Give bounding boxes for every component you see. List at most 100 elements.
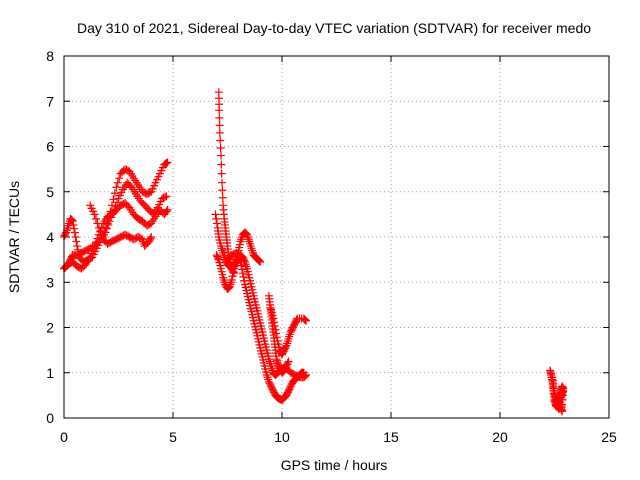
data-point-interp (281, 343, 290, 352)
data-point (269, 314, 278, 323)
data-point (284, 357, 293, 366)
data-point-interp (110, 189, 119, 198)
data-point-interp (74, 249, 83, 258)
x-axis-label: GPS time / hours (281, 457, 388, 473)
data-point (215, 128, 224, 137)
data-point (162, 192, 171, 201)
data-points (60, 88, 568, 416)
data-point-interp (102, 224, 111, 233)
axis-ticks: 0 5 10 15 20 25 0 1 2 3 4 5 6 7 8 (46, 48, 617, 445)
x-tick-label: 10 (274, 429, 290, 445)
data-point (68, 217, 77, 226)
data-point-interp (146, 234, 155, 243)
data-point-interp (240, 276, 249, 285)
data-point (301, 316, 310, 325)
data-point (107, 201, 116, 210)
data-point-interp (87, 249, 96, 258)
data-point-interp (91, 214, 100, 223)
data-point-interp (228, 272, 237, 281)
data-point (73, 242, 82, 251)
data-point-interp (255, 257, 264, 266)
data-point-interp (218, 193, 227, 202)
x-tick-label: 0 (60, 429, 68, 445)
data-point (227, 275, 236, 284)
data-point-interp (239, 272, 248, 281)
data-point-interp (72, 237, 81, 246)
data-point-interp (73, 245, 82, 254)
data-point-interp (216, 144, 225, 153)
data-point (90, 242, 99, 251)
data-point (147, 233, 156, 241)
data-point (216, 151, 225, 160)
x-tick-label: 20 (492, 429, 508, 445)
y-tick-label: 3 (46, 274, 54, 290)
data-point (238, 269, 247, 278)
data-point (70, 228, 79, 237)
data-point-interp (254, 256, 263, 265)
y-axis-label: SDTVAR / TECUs (6, 181, 22, 293)
data-point (299, 368, 308, 377)
y-tick-label: 2 (46, 320, 54, 336)
data-point (163, 205, 172, 214)
data-point-interp (89, 245, 98, 254)
data-point-interp (240, 256, 249, 265)
data-point-interp (71, 233, 80, 241)
y-tick-label: 1 (46, 365, 54, 381)
data-point (218, 178, 227, 187)
data-point-interp (96, 227, 105, 236)
y-tick-label: 5 (46, 184, 54, 200)
data-point (86, 253, 95, 262)
data-point-interp (216, 136, 225, 145)
data-point (90, 210, 99, 219)
data-point-interp (229, 268, 238, 277)
data-point (112, 183, 121, 192)
data-point-interp (115, 174, 124, 183)
data-point-interp (162, 159, 171, 168)
data-point-interp (283, 358, 292, 367)
data-point (236, 257, 245, 266)
data-point-interp (300, 315, 309, 324)
chart-title: Day 310 of 2021, Sidereal Day-to-day VTE… (77, 20, 591, 36)
x-tick-label: 15 (383, 429, 399, 445)
data-point-interp (218, 186, 227, 195)
y-tick-label: 8 (46, 48, 54, 64)
data-point-interp (70, 224, 79, 233)
data-point (215, 106, 224, 115)
y-tick-label: 0 (46, 410, 54, 426)
data-point-interp (217, 160, 226, 169)
data-point-interp (212, 214, 221, 223)
data-point-interp (97, 231, 106, 240)
plot-frame (63, 55, 610, 419)
data-point (163, 158, 172, 167)
data-point-interp (93, 234, 102, 243)
data-point (211, 210, 220, 219)
data-point-interp (215, 113, 224, 122)
y-tick-label: 6 (46, 139, 54, 155)
data-point-interp (238, 265, 247, 274)
data-point-interp (67, 215, 76, 224)
data-point-interp (69, 220, 78, 229)
data-point (256, 257, 265, 266)
data-point-interp (67, 216, 76, 225)
data-point-interp (61, 229, 70, 238)
data-point-interp (162, 207, 171, 216)
data-point-interp (301, 315, 310, 324)
data-point-interp (104, 220, 113, 229)
data-point-interp (212, 219, 221, 228)
x-tick-label: 5 (169, 429, 177, 445)
data-point-interp (91, 238, 100, 247)
data-point-interp (214, 254, 223, 263)
data-point-interp (93, 219, 102, 228)
y-tick-label: 7 (46, 93, 54, 109)
data-point-interp (113, 178, 122, 187)
data-point-interp (217, 169, 226, 178)
x-tick-label: 25 (601, 429, 617, 445)
grid-lines (64, 56, 609, 418)
data-point (94, 223, 103, 232)
y-tick-label: 4 (46, 229, 54, 245)
data-point-interp (161, 193, 170, 202)
data-point-interp (237, 261, 246, 270)
data-point-interp (215, 121, 224, 130)
data-point (558, 407, 567, 416)
